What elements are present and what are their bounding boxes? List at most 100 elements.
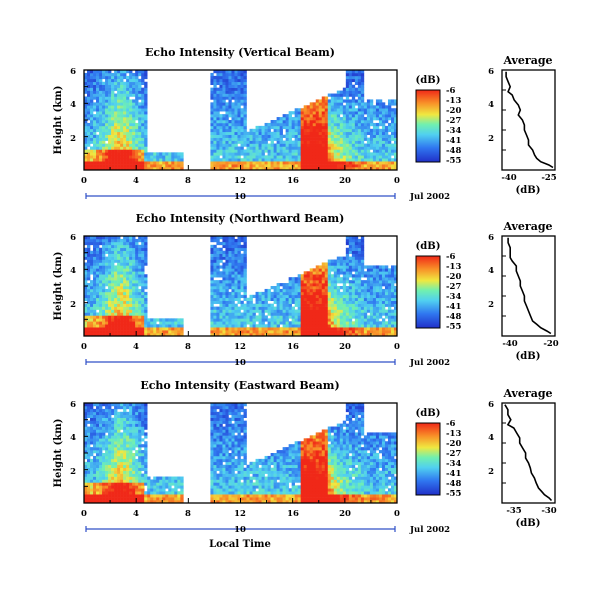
heatmap-cell	[129, 262, 133, 266]
heatmap-cell	[318, 306, 323, 310]
heatmap-cell	[105, 467, 109, 471]
heatmap-cell	[333, 268, 338, 272]
heatmap-cell	[156, 333, 160, 337]
heatmap-cell	[132, 105, 136, 109]
heatmap-cell	[90, 414, 94, 418]
heatmap-cell	[117, 318, 121, 322]
heatmap-cell	[147, 152, 151, 156]
heatmap-cell	[96, 265, 100, 269]
heatmap-cell	[237, 152, 241, 156]
heatmap-cell	[87, 426, 91, 430]
heatmap-cell	[372, 155, 377, 159]
heatmap-cell	[120, 321, 124, 325]
heatmap-cell	[171, 152, 175, 156]
heatmap-cell	[234, 315, 238, 319]
heatmap-cell	[348, 70, 353, 74]
heatmap-cell	[105, 497, 109, 501]
heatmap-cell	[249, 128, 253, 133]
heatmap-cell	[363, 333, 368, 337]
heatmap-cell	[111, 81, 115, 85]
timeline-day-label: 10	[234, 192, 246, 202]
heatmap-cell	[267, 122, 271, 127]
heatmap-cell	[135, 247, 139, 251]
heatmap-cell	[84, 435, 88, 439]
heatmap-cell	[219, 99, 223, 103]
heatmap-cell	[339, 291, 344, 296]
heatmap-cell	[384, 283, 389, 287]
colorbar-ramp	[415, 89, 441, 163]
heatmap-cell	[84, 167, 88, 171]
heatmap-cell	[111, 411, 115, 416]
heatmap-cell	[366, 105, 371, 109]
heatmap-cell	[288, 114, 292, 118]
heatmap-cell	[120, 146, 124, 150]
heatmap-cell	[108, 102, 112, 106]
heatmap-cell	[144, 283, 148, 287]
heatmap-cell	[141, 108, 145, 112]
heatmap-cell	[270, 309, 274, 313]
heatmap-cell	[285, 286, 289, 290]
heatmap-cell	[288, 111, 292, 115]
heatmap-cell	[267, 318, 271, 322]
heatmap-cell	[213, 312, 217, 316]
heatmap-cell	[375, 155, 380, 159]
heatmap-cell	[345, 318, 350, 322]
heatmap-cell	[243, 241, 247, 246]
heatmap-cell	[141, 87, 145, 91]
heatmap-cell	[387, 108, 392, 112]
heatmap-cell	[288, 149, 292, 153]
heatmap-cell	[108, 315, 112, 319]
heatmap-cell	[366, 120, 371, 124]
heatmap-cell	[105, 75, 109, 80]
heatmap-cell	[264, 131, 268, 135]
heatmap-cell	[129, 327, 133, 331]
heatmap-cell	[114, 297, 118, 301]
heatmap-cell	[261, 297, 265, 301]
heatmap-cell	[138, 253, 142, 257]
heatmap-cell	[96, 411, 100, 416]
heatmap-cell	[87, 70, 91, 74]
heatmap-cell	[234, 262, 238, 266]
heatmap-cell	[345, 250, 350, 254]
heatmap-cell	[351, 108, 356, 112]
heatmap-cell	[93, 303, 97, 307]
heatmap-cell	[105, 438, 109, 442]
heatmap-cell	[87, 250, 91, 254]
heatmap-cell	[237, 122, 241, 127]
heatmap-cell	[309, 125, 314, 130]
heatmap-cell	[333, 309, 338, 313]
heatmap-cell	[114, 247, 118, 251]
heatmap-cell	[297, 167, 301, 171]
heatmap-cell	[216, 294, 220, 299]
heatmap-cell	[177, 155, 181, 159]
heatmap-cell	[123, 102, 127, 106]
heatmap-cell	[381, 105, 386, 109]
heatmap-cell	[267, 155, 271, 159]
heatmap-cell	[228, 143, 232, 147]
heatmap-cell	[318, 309, 323, 313]
heatmap-cell	[303, 283, 308, 287]
heatmap-cell	[351, 327, 356, 331]
heatmap-cell	[327, 128, 332, 133]
heatmap-cell	[87, 288, 91, 293]
heatmap-cell	[93, 87, 97, 91]
heatmap-cell	[108, 259, 112, 263]
heatmap-cell	[360, 236, 365, 240]
heatmap-cell	[324, 134, 329, 138]
heatmap-cell	[321, 161, 326, 165]
heatmap-cell	[342, 158, 347, 162]
heatmap-cell	[84, 333, 88, 337]
heatmap-cell	[102, 268, 106, 272]
heatmap-cell	[96, 286, 100, 290]
heatmap-cell	[300, 125, 304, 130]
heatmap-cell	[120, 259, 124, 263]
heatmap-cell	[108, 70, 112, 74]
heatmap-cell	[132, 134, 136, 138]
heatmap-cell	[297, 149, 301, 153]
heatmap-cell	[369, 152, 374, 156]
heatmap-cell	[213, 117, 217, 121]
heatmap-cell	[267, 134, 271, 138]
heatmap-cell	[102, 414, 106, 418]
heatmap-cell	[351, 312, 356, 316]
heatmap-cell	[117, 312, 121, 316]
